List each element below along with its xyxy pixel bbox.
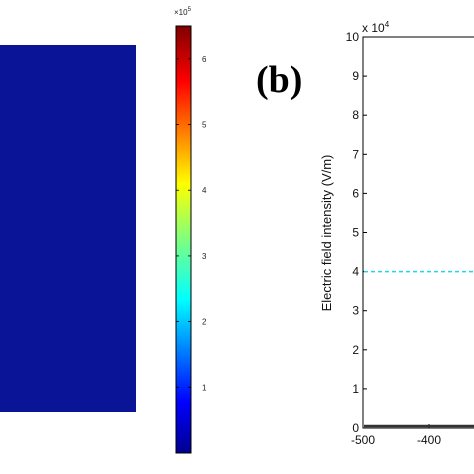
y-tick-label: 10 bbox=[346, 30, 360, 44]
colorbar-tick-label: 5 bbox=[202, 121, 207, 130]
colorbar-tick-label: 6 bbox=[202, 55, 207, 64]
y-tick-label: 5 bbox=[352, 226, 359, 240]
y-tick-label: 7 bbox=[352, 147, 359, 161]
y-tick-label: 6 bbox=[352, 186, 359, 200]
colorbar-tick-label: 4 bbox=[202, 186, 207, 195]
colorbar-tick-label: 2 bbox=[202, 318, 207, 327]
colorbar: 1 2 3 4 5 6 ×105 bbox=[174, 7, 207, 454]
y-tick-label: 0 bbox=[352, 421, 359, 435]
y-tick-label: 1 bbox=[352, 382, 359, 396]
y-tick-label: 8 bbox=[352, 108, 359, 122]
colorbar-gradient bbox=[175, 25, 192, 454]
plot-b-exponent: x 104 bbox=[362, 20, 390, 35]
panel-label-b: (b) bbox=[256, 59, 302, 101]
colorbar-tick-label: 1 bbox=[202, 383, 207, 392]
field-map bbox=[0, 45, 136, 412]
y-tick-label: 3 bbox=[352, 304, 359, 318]
colorbar-exponent: ×105 bbox=[174, 7, 192, 17]
plot-b-axes bbox=[362, 36, 474, 429]
y-tick-label: 2 bbox=[352, 343, 359, 357]
y-tick-label: 4 bbox=[352, 265, 359, 279]
plot-b-ylabel: Electric field intensity (V/m) bbox=[319, 155, 334, 312]
x-tick-label: -400 bbox=[417, 433, 441, 447]
plot-b: 0 1 2 3 4 5 6 7 8 9 10 -500 -400 x 104 Electric fie… bbox=[319, 20, 474, 447]
y-tick-label: 9 bbox=[352, 69, 359, 83]
x-tick-label: -500 bbox=[351, 433, 375, 447]
colorbar-tick-label: 3 bbox=[202, 252, 207, 261]
